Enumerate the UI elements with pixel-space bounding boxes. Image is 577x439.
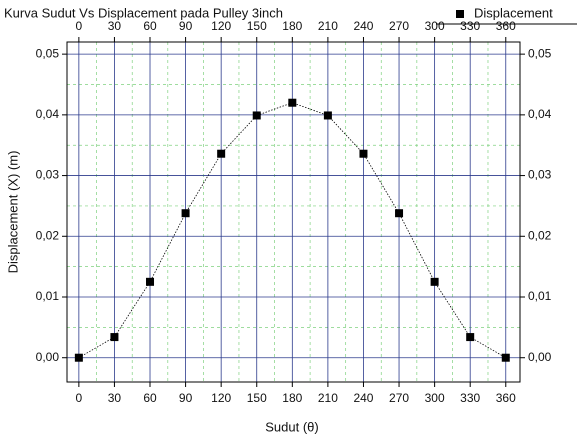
y2-tick-label: 0,00 bbox=[528, 350, 552, 364]
legend-marker bbox=[456, 10, 464, 18]
x2-tick-label: 210 bbox=[318, 19, 338, 33]
x-tick-label: 0 bbox=[76, 391, 83, 405]
data-point bbox=[217, 149, 226, 158]
x2-tick-label: 180 bbox=[282, 19, 302, 33]
x-axis-label: Sudut (θ) bbox=[265, 419, 318, 434]
data-point bbox=[288, 98, 297, 107]
x-tick-label: 180 bbox=[282, 391, 302, 405]
y2-tick-label: 0,02 bbox=[528, 228, 552, 242]
x2-tick-label: 60 bbox=[143, 19, 157, 33]
y2-tick-label: 0,04 bbox=[528, 107, 552, 121]
y2-tick-label: 0,05 bbox=[528, 46, 552, 60]
y-tick-label: 0,05 bbox=[36, 46, 60, 60]
x2-tick-label: 30 bbox=[108, 19, 122, 33]
legend-label: Displacement bbox=[474, 5, 553, 20]
x-tick-label: 30 bbox=[108, 391, 122, 405]
x2-tick-label: 270 bbox=[389, 19, 409, 33]
data-point bbox=[466, 333, 475, 342]
y2-tick-label: 0,01 bbox=[528, 289, 552, 303]
x-tick-label: 150 bbox=[247, 391, 267, 405]
x2-tick-label: 300 bbox=[425, 19, 445, 33]
data-point bbox=[181, 209, 190, 218]
x-tick-label: 300 bbox=[425, 391, 445, 405]
x-tick-label: 330 bbox=[460, 391, 480, 405]
x2-tick-label: 240 bbox=[353, 19, 373, 33]
x-tick-label: 270 bbox=[389, 391, 409, 405]
x2-tick-label: 330 bbox=[460, 19, 480, 33]
x2-tick-label: 0 bbox=[76, 19, 83, 33]
y-tick-label: 0,02 bbox=[36, 228, 60, 242]
y-axis-label: Displacement (X) (m) bbox=[5, 151, 20, 274]
y-tick-label: 0,01 bbox=[36, 289, 60, 303]
x-tick-label: 240 bbox=[353, 391, 373, 405]
data-point bbox=[323, 111, 332, 120]
x2-tick-label: 120 bbox=[211, 19, 231, 33]
x2-tick-label: 150 bbox=[247, 19, 267, 33]
y-tick-label: 0,00 bbox=[36, 350, 60, 364]
data-point bbox=[110, 333, 119, 342]
data-point bbox=[501, 353, 510, 362]
x-tick-label: 90 bbox=[179, 391, 193, 405]
x-tick-label: 360 bbox=[496, 391, 516, 405]
y-tick-label: 0,04 bbox=[36, 107, 60, 121]
x-tick-label: 120 bbox=[211, 391, 231, 405]
chart-title: Kurva Sudut Vs Displacement pada Pulley … bbox=[4, 5, 283, 20]
data-point bbox=[430, 277, 439, 286]
y2-tick-label: 0,03 bbox=[528, 168, 552, 182]
x2-tick-label: 360 bbox=[496, 19, 516, 33]
data-point bbox=[395, 209, 404, 218]
y-tick-label: 0,03 bbox=[36, 168, 60, 182]
data-point bbox=[74, 353, 83, 362]
plot-frame bbox=[66, 41, 521, 383]
x-tick-label: 60 bbox=[143, 391, 157, 405]
data-point bbox=[146, 277, 155, 286]
x2-tick-label: 90 bbox=[179, 19, 193, 33]
data-point bbox=[359, 149, 368, 158]
x-tick-label: 210 bbox=[318, 391, 338, 405]
data-point bbox=[252, 111, 261, 120]
